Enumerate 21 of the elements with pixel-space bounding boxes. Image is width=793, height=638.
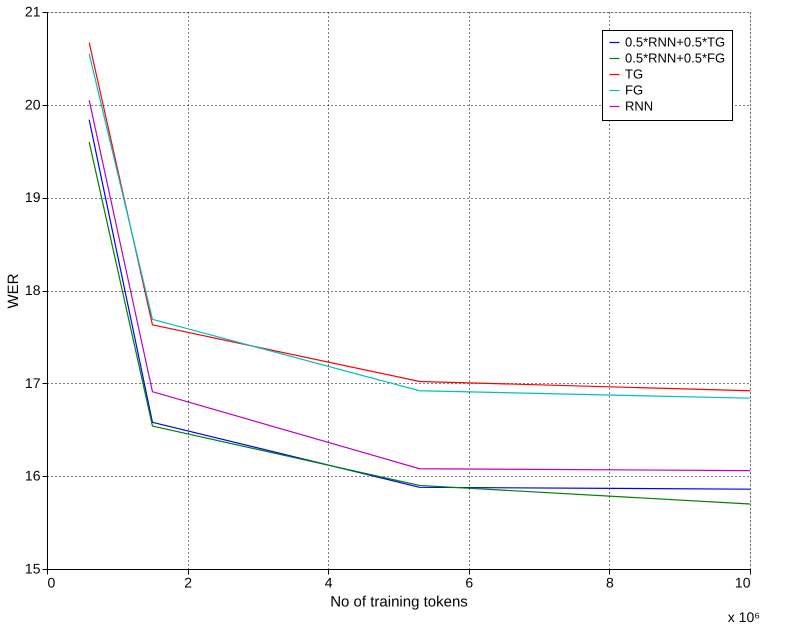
x-tick-label: 6 xyxy=(465,574,474,590)
x-tick-label: 0 xyxy=(48,574,56,590)
x-tick-label: 8 xyxy=(606,574,614,590)
y-tick-label: 20 xyxy=(24,96,41,112)
text: x 10⁶ xyxy=(728,609,760,625)
legend-label: 0.5*RNN+0.5*FG xyxy=(625,50,726,66)
y-tick-label: 15 xyxy=(24,560,41,576)
legend-label: TG xyxy=(625,66,644,82)
legend-label: FG xyxy=(625,82,644,98)
y-tick-label: 21 xyxy=(24,4,41,20)
x-tick-label: 4 xyxy=(324,574,333,590)
y-tick-label: 19 xyxy=(24,189,41,206)
x-tick-label: 2 xyxy=(184,574,192,590)
y-tick-label: 16 xyxy=(24,468,41,484)
y-tick-label: 18 xyxy=(24,282,41,298)
x-tick-label: 10 xyxy=(734,574,751,590)
y-tick-label: 17 xyxy=(24,374,41,391)
x-axis-title: No of training tokens xyxy=(330,594,468,610)
legend-label: RNN xyxy=(625,98,654,114)
y-axis-title: WER xyxy=(4,273,22,308)
legend-label: 0.5*RNN+0.5*TG xyxy=(625,34,726,50)
